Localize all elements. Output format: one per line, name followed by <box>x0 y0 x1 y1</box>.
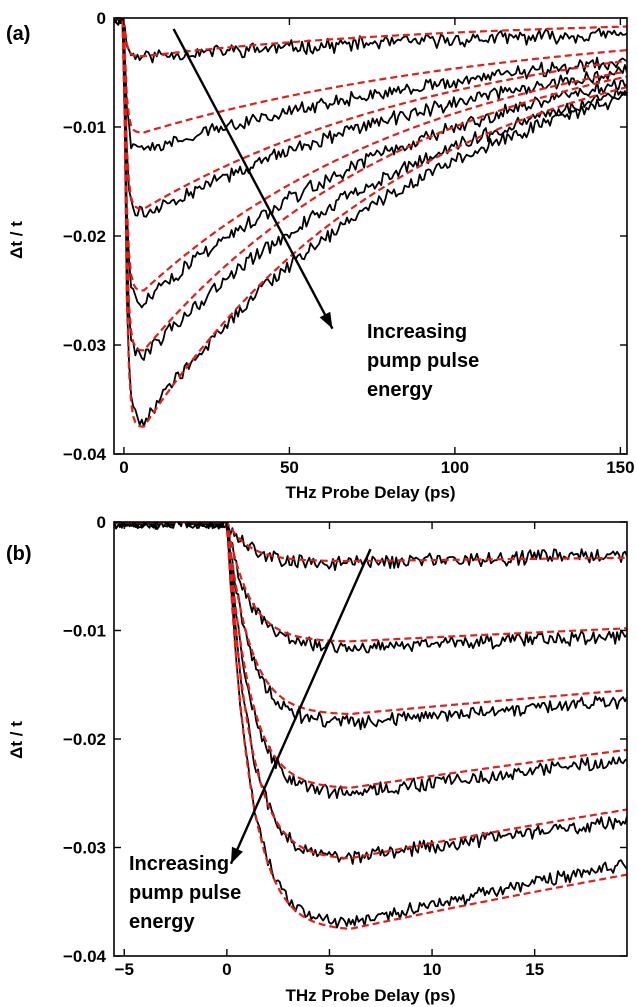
arrow-shaft <box>229 548 372 865</box>
panel-b: −5 0 5 10 15 0 −0.01 −0.02 −0.03 −0.04 THz Probe D… <box>6 513 628 1005</box>
annotation-text: energy <box>129 911 195 933</box>
y-tick-label: −0.04 <box>63 445 107 464</box>
y-tick-label: 0 <box>97 9 106 28</box>
measured-curve-6 <box>114 18 627 428</box>
fit-curve-2 <box>114 18 627 134</box>
measured-curve-6 <box>123 522 627 929</box>
x-tick-label: 5 <box>325 960 334 979</box>
y-tick-label: 0 <box>97 513 106 532</box>
fit-curve-4 <box>114 18 627 292</box>
fit-curve-3 <box>114 18 627 210</box>
fit-curve-1 <box>114 18 627 58</box>
y-tick-label: −0.01 <box>63 118 106 137</box>
x-axis-label: THz Probe Delay (ps) <box>285 483 455 502</box>
y-axis-label: Δt / t <box>7 721 26 759</box>
annotation-text: pump pulse <box>367 350 479 372</box>
y-tick-label: −0.03 <box>63 839 106 858</box>
fit-curve-5 <box>114 522 627 860</box>
x-tick-label: 150 <box>606 458 634 477</box>
x-tick-label: 100 <box>441 458 469 477</box>
fit-curve-3 <box>114 522 627 716</box>
measured-curve-3 <box>114 18 627 218</box>
measured-curve-5 <box>114 18 627 361</box>
x-tick-label: 50 <box>280 458 299 477</box>
annotation-text: Increasing <box>367 321 467 343</box>
panel-label: (a) <box>6 23 30 45</box>
x-tick-label: −5 <box>115 960 134 979</box>
fit-curve-2 <box>114 522 627 643</box>
plot-area <box>114 522 627 930</box>
x-axis-label: THz Probe Delay (ps) <box>285 986 455 1005</box>
x-tick-label: 10 <box>423 960 442 979</box>
measured-curve-2 <box>114 522 627 654</box>
arrow-head <box>230 846 243 864</box>
panel-a: 0 50 100 150 0 −0.01 −0.02 −0.03 −0.04 THz Probe … <box>6 9 635 502</box>
y-axis-label: Δt / t <box>7 221 26 259</box>
measured-curve-4 <box>114 18 627 309</box>
fit-curve-4 <box>114 522 627 789</box>
y-tick-label: −0.03 <box>63 336 106 355</box>
plot-area <box>114 18 627 428</box>
arrow-head <box>319 311 333 329</box>
y-tick-label: −0.04 <box>63 947 107 966</box>
fit-curve-1 <box>114 522 627 563</box>
annotation-text: Increasing <box>129 853 229 875</box>
annotation-text: energy <box>367 379 433 401</box>
measured-curve-1 <box>114 18 627 64</box>
annotation-text: pump pulse <box>129 882 241 904</box>
y-tick-label: −0.02 <box>63 227 106 246</box>
fit-curve-5 <box>114 18 627 352</box>
measured-curve-2 <box>114 18 627 152</box>
fit-curve-6 <box>114 18 627 428</box>
x-tick-label: 0 <box>119 458 128 477</box>
y-tick-label: −0.02 <box>63 730 106 749</box>
panel-label: (b) <box>6 543 32 565</box>
x-tick-label: 0 <box>222 960 231 979</box>
arrow-shaft <box>172 28 334 330</box>
y-tick-label: −0.01 <box>63 622 106 641</box>
x-tick-label: 15 <box>525 960 544 979</box>
